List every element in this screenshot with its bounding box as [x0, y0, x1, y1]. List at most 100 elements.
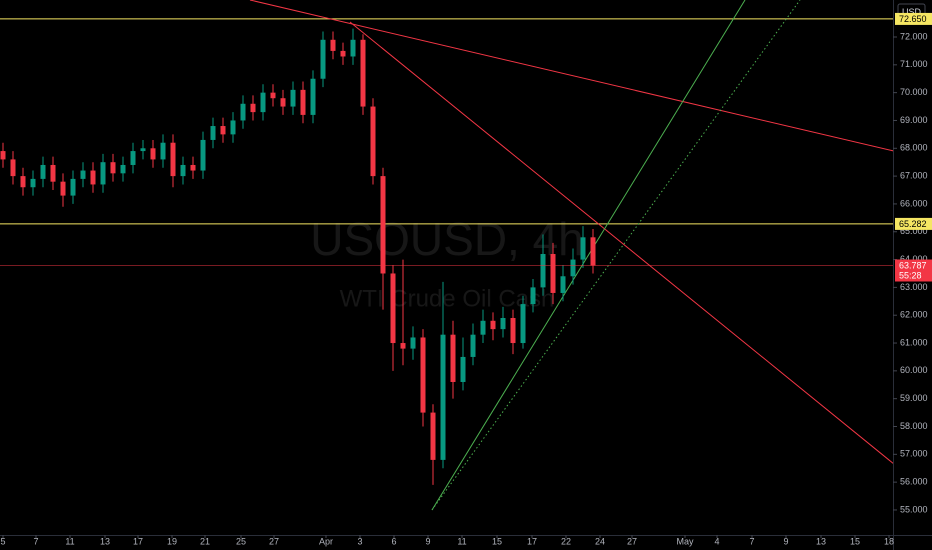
candle-body	[380, 176, 386, 274]
x-tick-label: 3	[357, 536, 362, 546]
candle-body	[490, 320, 496, 330]
candle-body	[90, 170, 96, 185]
x-tick-label: 5	[0, 536, 5, 546]
countdown-label: 55:28	[899, 270, 922, 280]
candle-body	[230, 120, 236, 135]
x-tick-label: 19	[167, 536, 177, 546]
y-tick-label: 67.000	[900, 170, 928, 180]
candle-body	[170, 142, 176, 177]
y-tick-label: 56.000	[900, 477, 928, 487]
x-tick-label: 15	[850, 536, 860, 546]
candle-body	[40, 164, 46, 179]
currency-label[interactable]: USD	[902, 7, 922, 17]
price-label: 72.650	[899, 14, 927, 24]
y-tick-label: 72.000	[900, 31, 928, 41]
candle-body	[430, 412, 436, 460]
candle-body	[130, 151, 136, 165]
candle-body	[500, 317, 506, 330]
x-tick-label: 17	[133, 536, 143, 546]
candle-body	[370, 106, 376, 177]
last-price-box	[895, 259, 932, 282]
x-tick-label: 11	[457, 536, 466, 546]
price-label-box	[895, 217, 932, 230]
watermark: USOUSD, 4h	[310, 213, 584, 265]
candle-body	[300, 89, 306, 115]
candle-body	[350, 39, 356, 57]
y-tick-label: 66.000	[900, 198, 928, 208]
x-tick-label: 13	[100, 536, 110, 546]
x-tick-label: 13	[816, 536, 826, 546]
candle-body	[420, 337, 426, 413]
y-tick-label: 58.000	[900, 421, 928, 431]
trend-line	[431, 0, 746, 511]
y-tick-label: 63.000	[900, 282, 928, 292]
y-tick-label: 70.000	[900, 87, 928, 97]
candle-body	[550, 254, 556, 293]
candle-body	[270, 92, 276, 99]
candle-body	[390, 273, 396, 344]
trend-line	[249, 0, 893, 152]
trend-line	[431, 0, 801, 511]
candle-body	[0, 151, 6, 160]
candle-body	[10, 159, 16, 177]
candle-body	[590, 237, 596, 266]
candle-body	[530, 287, 536, 305]
x-tick-label: 22	[561, 536, 571, 546]
candle-body	[540, 254, 546, 288]
last-price-label: 63.787	[899, 260, 927, 270]
plot-area	[0, 0, 893, 511]
x-tick-label: 6	[391, 536, 396, 546]
candle-body	[70, 178, 76, 196]
candle-body	[220, 126, 226, 135]
price-label-box	[895, 12, 932, 25]
candle-body	[260, 92, 266, 113]
y-tick-label: 60.000	[900, 365, 928, 375]
y-tick-label: 61.000	[900, 337, 928, 347]
y-tick-label: 62.000	[900, 310, 928, 320]
candle-body	[440, 334, 446, 460]
candle-body	[250, 103, 256, 113]
x-tick-label: 17	[527, 536, 537, 546]
candle-body	[120, 164, 126, 174]
x-tick-label: 21	[200, 536, 210, 546]
candle-body	[110, 162, 116, 174]
candle-body	[510, 317, 516, 344]
y-tick-label: 69.000	[900, 115, 928, 125]
candle-body	[290, 89, 296, 107]
candle-body	[330, 39, 336, 51]
candle-body	[470, 334, 476, 357]
candle-body	[450, 334, 456, 382]
candle-body	[320, 39, 326, 79]
candle-body	[560, 276, 566, 293]
candle-body	[570, 259, 576, 277]
watermark-subtitle: WTI Crude Oil Cash	[340, 285, 555, 312]
y-tick-label: 65.000	[900, 226, 928, 236]
candle-body	[410, 337, 416, 349]
candle-body	[100, 162, 106, 185]
x-tick-label: Apr	[319, 536, 333, 546]
y-tick-label: 68.000	[900, 143, 928, 153]
x-tick-label: 15	[492, 536, 502, 546]
x-tick-label: 25	[236, 536, 246, 546]
candle-body	[60, 181, 66, 196]
candle-body	[150, 148, 156, 160]
y-tick-label: 55.000	[900, 504, 928, 514]
candle-body	[400, 343, 406, 349]
x-tick-label: 24	[595, 536, 605, 546]
candle-body	[30, 178, 36, 188]
candle-body	[460, 356, 466, 382]
candle-body	[340, 50, 346, 57]
trend-line	[349, 21, 893, 464]
candle-body	[200, 139, 206, 171]
candle-body	[520, 304, 526, 344]
candle-body	[580, 237, 586, 260]
x-tick-label: 27	[269, 536, 279, 546]
candle-body	[360, 39, 366, 107]
x-tick-label: 7	[33, 536, 38, 546]
x-tick-label: 4	[714, 536, 719, 546]
x-tick-label: 9	[783, 536, 788, 546]
x-tick-label: 7	[749, 536, 754, 546]
candle-body	[20, 176, 26, 188]
